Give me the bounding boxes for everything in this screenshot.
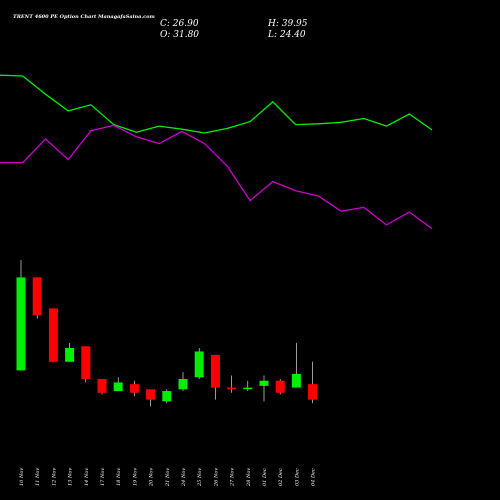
- candle: [16, 260, 26, 371]
- open-readout: O: 31.80: [160, 30, 199, 40]
- candle: [146, 389, 156, 407]
- candle: [275, 379, 285, 395]
- x-tick-label: 25 Nov: [197, 468, 203, 487]
- candle-body: [113, 382, 123, 392]
- x-tick-label: 12 Nov: [51, 468, 57, 486]
- candle-body: [227, 387, 237, 390]
- x-tick-label: 14 Nov: [84, 468, 90, 486]
- candle: [259, 375, 269, 402]
- candle: [308, 361, 318, 404]
- candle: [48, 308, 58, 362]
- candle-body: [178, 379, 188, 390]
- x-tick-label: 04 Dec: [311, 468, 317, 486]
- x-tick-label: 19 Nov: [132, 468, 138, 486]
- upper-indicator-line: [0, 74, 433, 134]
- candle-body: [275, 380, 285, 393]
- x-tick-label: 13 Nov: [68, 468, 74, 486]
- candle-body: [65, 348, 75, 362]
- candle: [227, 375, 237, 393]
- indicator-lines: [0, 74, 433, 230]
- chart-title: TRENT 4600 PE Option Chart ManagafaSaina…: [13, 14, 155, 20]
- candle-body: [194, 351, 204, 378]
- close-readout: C: 26.90: [160, 19, 199, 29]
- x-tick-label: 17 Nov: [100, 468, 106, 486]
- candle-body: [162, 391, 172, 402]
- candle: [113, 377, 123, 392]
- candle-body: [259, 380, 269, 386]
- candle: [65, 342, 75, 362]
- x-tick-label: 26 Nov: [213, 468, 219, 487]
- candles: [16, 260, 318, 407]
- x-tick-label: 28 Nov: [246, 468, 252, 487]
- candle: [81, 346, 91, 383]
- candle: [162, 389, 172, 404]
- candle-body: [129, 384, 139, 393]
- candle-body: [16, 277, 26, 371]
- candle: [291, 342, 301, 388]
- x-tick-label: 03 Dec: [294, 468, 300, 486]
- x-tick-label: 11 Nov: [35, 468, 41, 486]
- x-tick-label: 27 Nov: [230, 468, 236, 487]
- x-tick-label: 18 Nov: [116, 468, 122, 486]
- candle: [129, 380, 139, 397]
- candle-body: [81, 346, 91, 379]
- candle: [243, 380, 253, 392]
- x-axis-ticks: 10 Nov 11 Nov 12 Nov 13 Nov 14 Nov 17 Nov 18 N…: [19, 468, 317, 487]
- x-tick-label: 01 Dec: [262, 468, 268, 486]
- candle-body: [146, 389, 156, 400]
- candle-body: [243, 387, 253, 390]
- lower-indicator-line: [0, 124, 433, 230]
- x-tick-label: 24 Nov: [181, 468, 187, 487]
- candle-body: [308, 384, 318, 400]
- candle: [178, 372, 188, 392]
- candle: [210, 354, 220, 400]
- x-tick-label: 21 Nov: [165, 468, 171, 487]
- candle: [194, 348, 204, 379]
- candle-body: [32, 277, 42, 316]
- candle-body: [48, 308, 58, 362]
- x-tick-label: 02 Dec: [278, 468, 284, 486]
- x-tick-label: 10 Nov: [19, 468, 25, 486]
- candle-body: [97, 379, 107, 393]
- candle: [97, 379, 107, 395]
- candle-body: [210, 354, 220, 388]
- candle: [32, 277, 42, 319]
- candle-body: [291, 373, 301, 388]
- low-readout: L: 24.40: [267, 30, 306, 40]
- x-tick-label: 20 Nov: [149, 468, 155, 487]
- high-readout: H: 39.95: [267, 19, 308, 29]
